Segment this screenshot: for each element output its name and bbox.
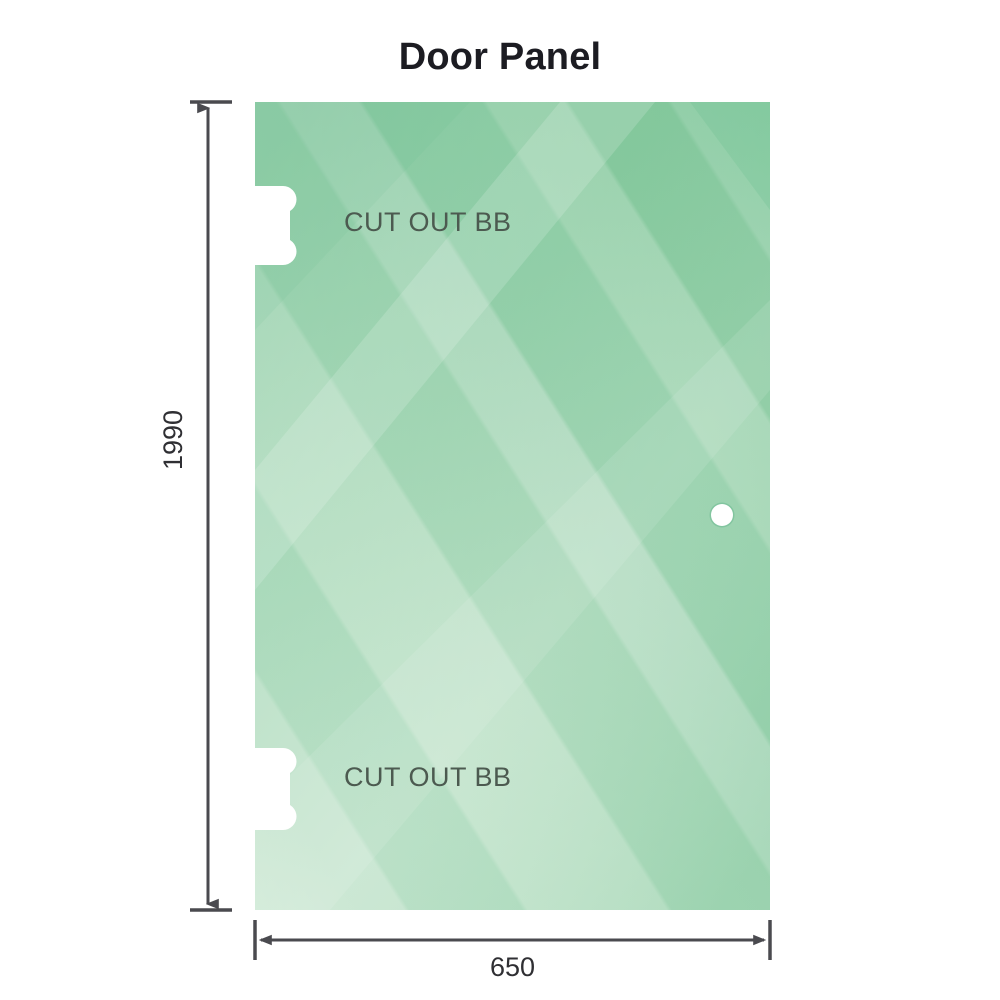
panel-tint-overlay bbox=[255, 102, 770, 910]
dimension-height bbox=[190, 100, 232, 912]
dimension-width bbox=[253, 920, 772, 960]
panel-sheen-group bbox=[255, 102, 770, 910]
glass-panel bbox=[255, 102, 770, 910]
cutout-bottom-fill bbox=[255, 761, 290, 817]
width-dimension-label: 650 bbox=[489, 952, 536, 982]
sheen-streak bbox=[255, 102, 470, 330]
sheen-streak bbox=[255, 102, 655, 590]
handle-hole bbox=[709, 502, 735, 528]
cutout-bottom bbox=[255, 748, 297, 830]
cutout-top bbox=[255, 186, 297, 265]
cutout-top-label: CUT OUT BB bbox=[344, 207, 512, 237]
sheen-streak bbox=[255, 300, 770, 910]
handle-hole-bore bbox=[711, 504, 733, 526]
cutout-top-fill bbox=[255, 199, 290, 252]
height-dimension-label: 1990 bbox=[158, 409, 188, 470]
sheen-streak bbox=[690, 102, 770, 210]
page-title: Door Panel bbox=[398, 36, 602, 78]
cutout-bottom-label: CUT OUT BB bbox=[344, 762, 512, 792]
